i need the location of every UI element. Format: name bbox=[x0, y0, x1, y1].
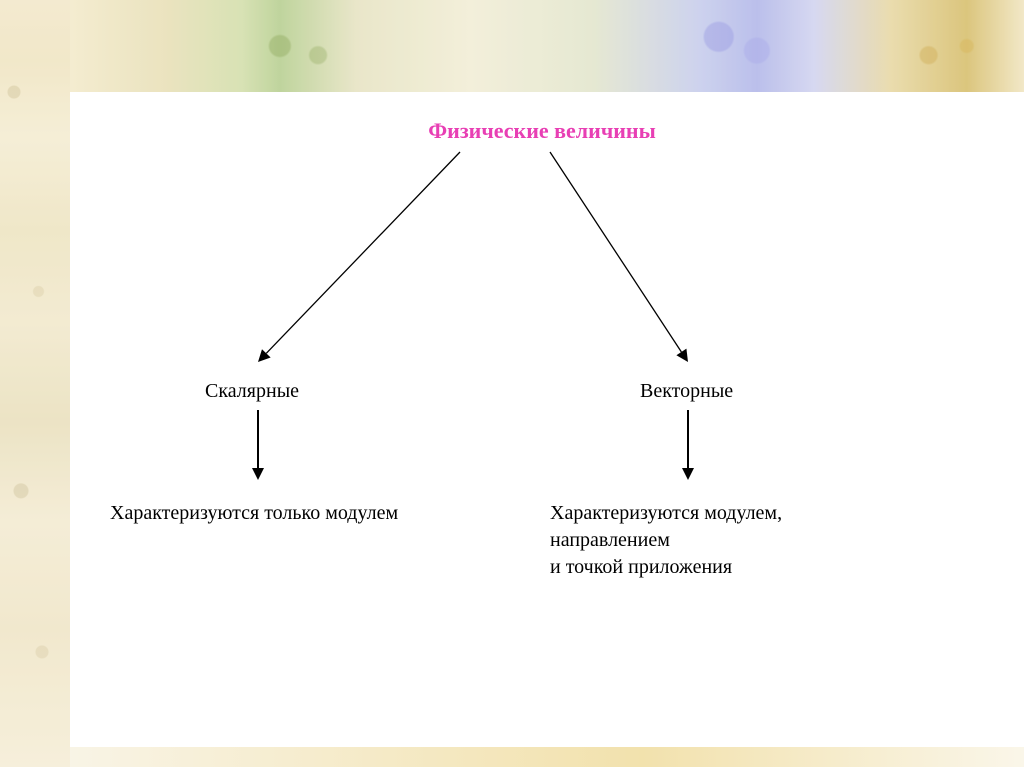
decorative-top-banner bbox=[70, 0, 1024, 92]
node-vector-desc: Характеризуются модулем, направлением и … bbox=[550, 500, 782, 581]
diagram-arrows bbox=[80, 100, 1004, 743]
diagram-area: Физические величины Скалярные Векторные … bbox=[80, 100, 1004, 743]
slide-page: Физические величины Скалярные Векторные … bbox=[0, 0, 1024, 767]
node-vector-label: Векторные bbox=[640, 380, 733, 403]
decorative-bottom-strip bbox=[70, 747, 1024, 767]
diagram-title: Физические величины bbox=[428, 118, 656, 144]
node-scalar-label: Скалярные bbox=[205, 380, 299, 403]
decorative-left-strip bbox=[0, 0, 70, 767]
node-scalar-desc: Характеризуются только модулем bbox=[110, 500, 398, 527]
